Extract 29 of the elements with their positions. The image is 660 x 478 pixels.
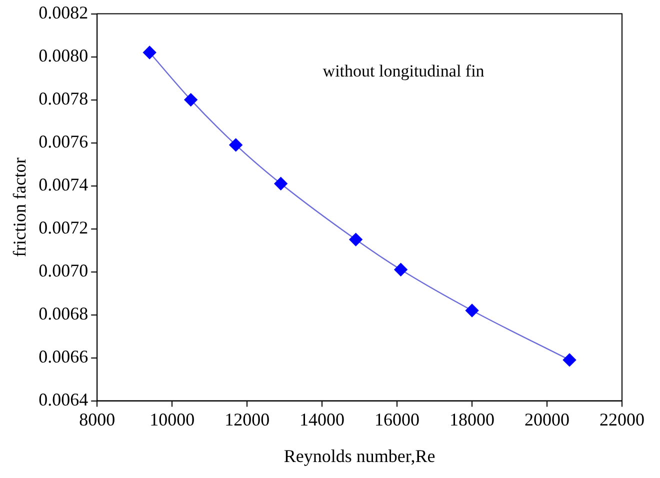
x-tick-label: 20000 [524, 409, 570, 430]
x-tick-label: 12000 [224, 409, 270, 430]
y-tick-label: 0.0074 [38, 174, 88, 195]
y-tick-label: 0.0064 [38, 390, 88, 410]
point [465, 304, 479, 318]
y-tick-label: 0.0072 [38, 218, 88, 238]
x-tick-label: 16000 [374, 409, 420, 430]
point [394, 263, 408, 276]
point [274, 177, 288, 190]
point [349, 232, 362, 246]
x-tick-label: 8000 [79, 409, 116, 430]
annotation: without longitudinal fin [322, 61, 485, 80]
x-axis-title: Reynolds number,Re [284, 446, 436, 466]
x-tick-label: 18000 [450, 409, 495, 430]
x-tick-label: 14000 [300, 409, 345, 430]
y-tick-label: 0.0066 [38, 346, 88, 367]
x-tick-label: 10000 [150, 409, 195, 430]
y-tick-label: 0.0078 [38, 88, 88, 109]
y-axis-title: friction factor [10, 158, 30, 258]
y-tick-label: 0.0070 [38, 260, 88, 281]
point [142, 46, 156, 60]
point [184, 93, 198, 106]
x-tick-label: 22000 [600, 409, 644, 430]
y-tick-label: 0.0076 [38, 132, 88, 152]
y-tick-label: 0.0082 [38, 2, 88, 23]
y-tick-label: 0.0068 [38, 304, 88, 324]
point [229, 138, 242, 152]
y-tick-label: 0.0080 [38, 46, 88, 66]
point [562, 353, 576, 367]
